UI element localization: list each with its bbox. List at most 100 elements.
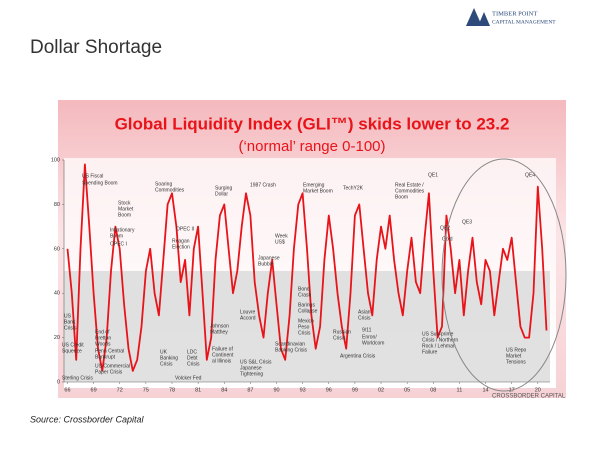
x-tick-label: 90 <box>273 387 279 393</box>
annotation: US Sub-prime <box>422 331 454 337</box>
logo-text: CAPITAL MANAGEMENT <box>492 19 556 25</box>
annotation: Scandinavian <box>275 341 305 347</box>
x-tick-label: 87 <box>247 387 253 393</box>
x-tick-label: 02 <box>378 387 384 393</box>
y-tick-label: 100 <box>51 157 60 163</box>
annotation: Banking <box>160 355 178 361</box>
annotation: Johnson <box>210 323 229 329</box>
x-tick-label: 20 <box>535 387 541 393</box>
annotation: Accord <box>240 315 256 321</box>
y-tick-label: 40 <box>54 291 60 297</box>
annotation: Volcker Fed <box>175 375 202 381</box>
annotation: Crisis <box>298 330 311 336</box>
x-tick-label: 66 <box>64 387 70 393</box>
annotation: Collapse <box>298 308 318 314</box>
annotation: End of <box>95 329 110 335</box>
x-tick-label: 81 <box>195 387 201 393</box>
x-tick-label: 69 <box>91 387 97 393</box>
annotation: Commodities <box>155 187 185 193</box>
annotation: Japanese <box>240 365 262 371</box>
logo-text: TIMBER POINT <box>492 10 537 17</box>
annotation: Crisis <box>333 335 346 341</box>
x-tick-label: 75 <box>143 387 149 393</box>
annotation: Surging <box>215 185 232 191</box>
annotation: Tightening <box>240 371 263 377</box>
plot: 0 20 40 60 80 100 66 69 72 75 78 81 84 87 90 93 96 99 02 05… <box>51 157 550 393</box>
annotation: Boom <box>395 194 408 200</box>
highlight-circle <box>441 158 567 392</box>
x-tick-label: 05 <box>404 387 410 393</box>
annotation: Real Estate / <box>395 182 424 188</box>
annotation: Rock / Lehman <box>422 343 456 349</box>
annotation: TechY2K <box>343 185 364 191</box>
annotation: Peso <box>298 324 310 330</box>
annotation: Boom <box>118 212 131 218</box>
annotation: Election <box>172 244 190 250</box>
annotation: US$ <box>275 239 285 245</box>
annotation: 1987 Crash <box>250 182 276 188</box>
annotation: Bankrupt <box>95 354 116 360</box>
annotation: Tensions <box>506 359 526 365</box>
watermark: CROSSBORDER CAPITAL <box>492 394 566 400</box>
annotation: Crash <box>298 292 312 298</box>
y-tick-label: 80 <box>54 202 60 208</box>
annotation: Market <box>506 353 522 359</box>
annotation: US Fiscal <box>82 173 103 179</box>
annotation: QE1 <box>428 172 438 178</box>
annotation: Mexico <box>298 318 314 324</box>
x-tick-label: 78 <box>169 387 175 393</box>
annotation: Bretton <box>95 335 111 341</box>
annotation: Penn Central <box>95 348 124 354</box>
annotation: US S&L Crisis <box>240 359 272 365</box>
annotation: Woods <box>95 341 111 347</box>
annotation: Crisis <box>358 315 371 321</box>
annotation: Failure of <box>212 346 233 352</box>
annotation: OPEC II <box>176 226 194 232</box>
annotation: Bond <box>298 286 310 292</box>
annotation: US Credit <box>62 342 84 348</box>
annotation: Spending Boom <box>82 180 118 186</box>
annotation: Emerging <box>303 182 325 188</box>
annotation: Worldcom <box>362 340 384 346</box>
y-tick-label: 60 <box>54 246 60 252</box>
annotation: US Repo <box>506 347 527 353</box>
annotation: Louvre <box>240 309 256 315</box>
annotation: Reagan <box>172 238 190 244</box>
annotation: Commodities <box>395 188 425 194</box>
y-tick-label: 0 <box>57 379 60 385</box>
chart-subtitle: (‘normal’ range 0-100) <box>238 138 385 155</box>
annotation: Dollar <box>215 191 228 197</box>
annotation: 9/11 <box>362 327 372 333</box>
annotation: Failure <box>422 349 438 355</box>
chart-title: Global Liquidity Index (GLI™) skids lowe… <box>115 114 510 133</box>
y-tick-label: 20 <box>54 335 60 341</box>
annotation: US Commercial <box>95 363 130 369</box>
source: Source: Crossborder Capital <box>30 414 145 424</box>
annotation: Crisis <box>64 325 77 331</box>
annotation: Banking Crisis <box>275 347 307 353</box>
annotation: UK <box>160 349 168 355</box>
annotation: Japanese <box>258 255 280 261</box>
line-series <box>66 163 548 372</box>
annotation: LDC <box>187 349 197 355</box>
x-tick-label: 08 <box>430 387 436 393</box>
annotation: Gold <box>442 236 453 242</box>
annotation: QE2 <box>440 225 450 231</box>
annotation: US <box>64 313 72 319</box>
annotation: Asian <box>358 309 371 315</box>
annotation: Crisis <box>160 361 173 367</box>
annotation: Debt <box>187 355 198 361</box>
annotation: Sterling Crisis <box>62 375 93 381</box>
annotation: Paper Crisis <box>95 369 123 375</box>
x-tick-label: 72 <box>117 387 123 393</box>
annotation: al Illinois <box>212 358 232 364</box>
annotation: Week <box>275 233 288 239</box>
annotation: Inflationary <box>110 227 135 233</box>
x-tick-label: 99 <box>352 387 358 393</box>
annotation: QE4 <box>525 172 535 178</box>
annotation: QE3 <box>462 219 472 225</box>
annotation: Bank <box>64 319 76 325</box>
annotation: Continent <box>212 352 234 358</box>
annotation: Stock <box>118 200 131 206</box>
logo: TIMBER POINT CAPITAL MANAGEMENT <box>466 8 556 26</box>
